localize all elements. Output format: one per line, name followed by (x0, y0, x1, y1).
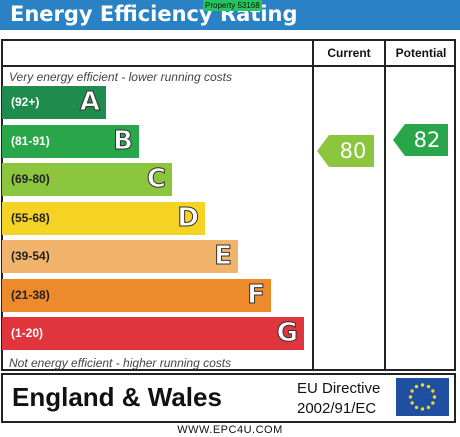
eu-directive: EU Directive 2002/91/EC (297, 379, 380, 419)
potential-column-divider (384, 39, 386, 371)
band-letter: E (214, 241, 233, 272)
potential-rating-value: 82 (413, 127, 441, 152)
band-range-label: (39-54) (11, 249, 50, 263)
current-rating-arrow: 80 (317, 135, 374, 167)
eu-directive-line2: 2002/91/EC (297, 400, 377, 417)
band-letter: F (247, 279, 266, 310)
eu-star (420, 407, 425, 411)
rating-band-c: (69-80) C (2, 163, 172, 196)
rating-band-a: (92+) A (2, 86, 106, 119)
eu-star (420, 383, 425, 387)
current-arrow-shape (317, 135, 374, 167)
rating-band-d: (55-68) D (2, 201, 205, 235)
website-footer: WWW.EPC4U.COM (177, 424, 283, 436)
current-column-divider (312, 39, 314, 371)
eu-flag-icon (396, 378, 449, 416)
rating-band-b: (81-91) B (2, 124, 139, 158)
band-letter: A (79, 87, 100, 118)
bottom-note: Not energy efficient - higher running co… (9, 356, 232, 370)
eu-star (414, 384, 419, 389)
eu-star (432, 395, 437, 399)
band-range-label: (21-38) (11, 287, 50, 302)
band-letter: B (113, 125, 134, 156)
rating-band-e: (39-54) E (2, 240, 238, 273)
header-row-divider (1, 65, 456, 67)
potential-column-header: Potential (395, 46, 447, 60)
footer-panel (1, 373, 456, 423)
eu-star (410, 401, 414, 405)
current-column-header: Current (327, 46, 371, 60)
band-range-label: (55-68) (11, 210, 50, 225)
eu-directive-line1: EU Directive (297, 380, 381, 397)
eu-star (426, 384, 431, 389)
potential-arrow-shape (393, 123, 448, 156)
eu-star (414, 405, 419, 410)
current-rating-value: 80 (339, 139, 367, 163)
band-letter: D (177, 202, 200, 233)
eu-star (408, 395, 413, 399)
footer-country: England & Wales (12, 382, 222, 412)
eu-star (431, 401, 435, 405)
eu-star (410, 389, 414, 393)
rating-band-g: (1-20) G (2, 317, 304, 350)
potential-rating-arrow: 82 (393, 123, 448, 156)
rating-band-f: (21-38) F (2, 278, 271, 312)
band-range-label: (69-80) (11, 172, 50, 186)
band-letter: C (146, 164, 166, 195)
top-note: Very energy efficient - lower running co… (9, 70, 232, 84)
eu-star (426, 405, 431, 410)
band-range-label: (1-20) (11, 326, 44, 340)
eu-star (431, 389, 435, 393)
band-letter: G (276, 318, 298, 349)
band-range-label: (81-91) (11, 133, 50, 148)
band-range-label: (92+) (11, 95, 40, 109)
property-stamp: Property 53168 (203, 0, 262, 11)
